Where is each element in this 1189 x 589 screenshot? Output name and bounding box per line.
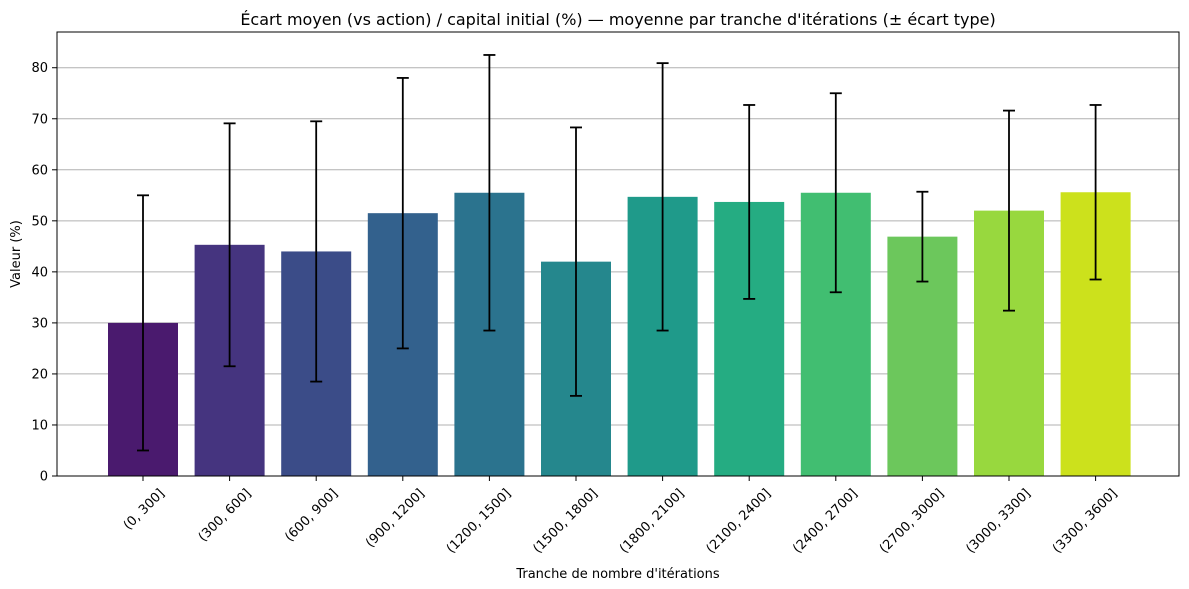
y-tick-label: 10: [31, 418, 48, 433]
y-axis-ticks: 0 10 20 30 40 50 60 70 80: [31, 61, 57, 485]
x-tick-label: (2400, 2700]: [790, 486, 860, 556]
y-tick-label: 80: [31, 61, 48, 76]
x-tick-label: (0, 300]: [121, 486, 168, 533]
y-tick-label: 60: [31, 163, 48, 178]
y-tick-label: 40: [31, 265, 48, 280]
x-tick-label: (2700, 3000]: [877, 486, 947, 556]
y-tick-label: 70: [31, 112, 48, 127]
x-tick-label: (300, 600]: [196, 486, 255, 545]
y-axis-label: Valeur (%): [9, 220, 24, 288]
x-tick-label: (3000, 3300]: [963, 486, 1033, 556]
x-tick-label: (900, 1200]: [363, 486, 428, 551]
x-tick-label: (600, 900]: [282, 486, 341, 545]
plot-frame: [56, 31, 1180, 477]
x-axis-ticks: (0, 300] (300, 600] (600, 900] (900, 1200](…: [121, 476, 1120, 557]
x-tick-label: (1500, 1800]: [530, 486, 600, 556]
x-axis-label: Tranche de nombre d'itérations: [515, 567, 720, 582]
x-tick-label: (1800, 2100]: [617, 486, 687, 556]
y-tick-label: 0: [40, 470, 48, 485]
y-tick-label: 50: [31, 214, 48, 229]
chart-title: Écart moyen (vs action) / capital initia…: [240, 10, 995, 29]
x-tick-label: (3300, 3600]: [1050, 486, 1120, 556]
y-tick-label: 30: [31, 316, 48, 331]
x-tick-label: (1200, 1500]: [444, 486, 514, 556]
y-tick-label: 20: [31, 367, 48, 382]
error-bars-layer: [137, 54, 1102, 452]
x-tick-label: (2100, 2400]: [704, 486, 774, 556]
bars-layer: [108, 192, 1131, 477]
